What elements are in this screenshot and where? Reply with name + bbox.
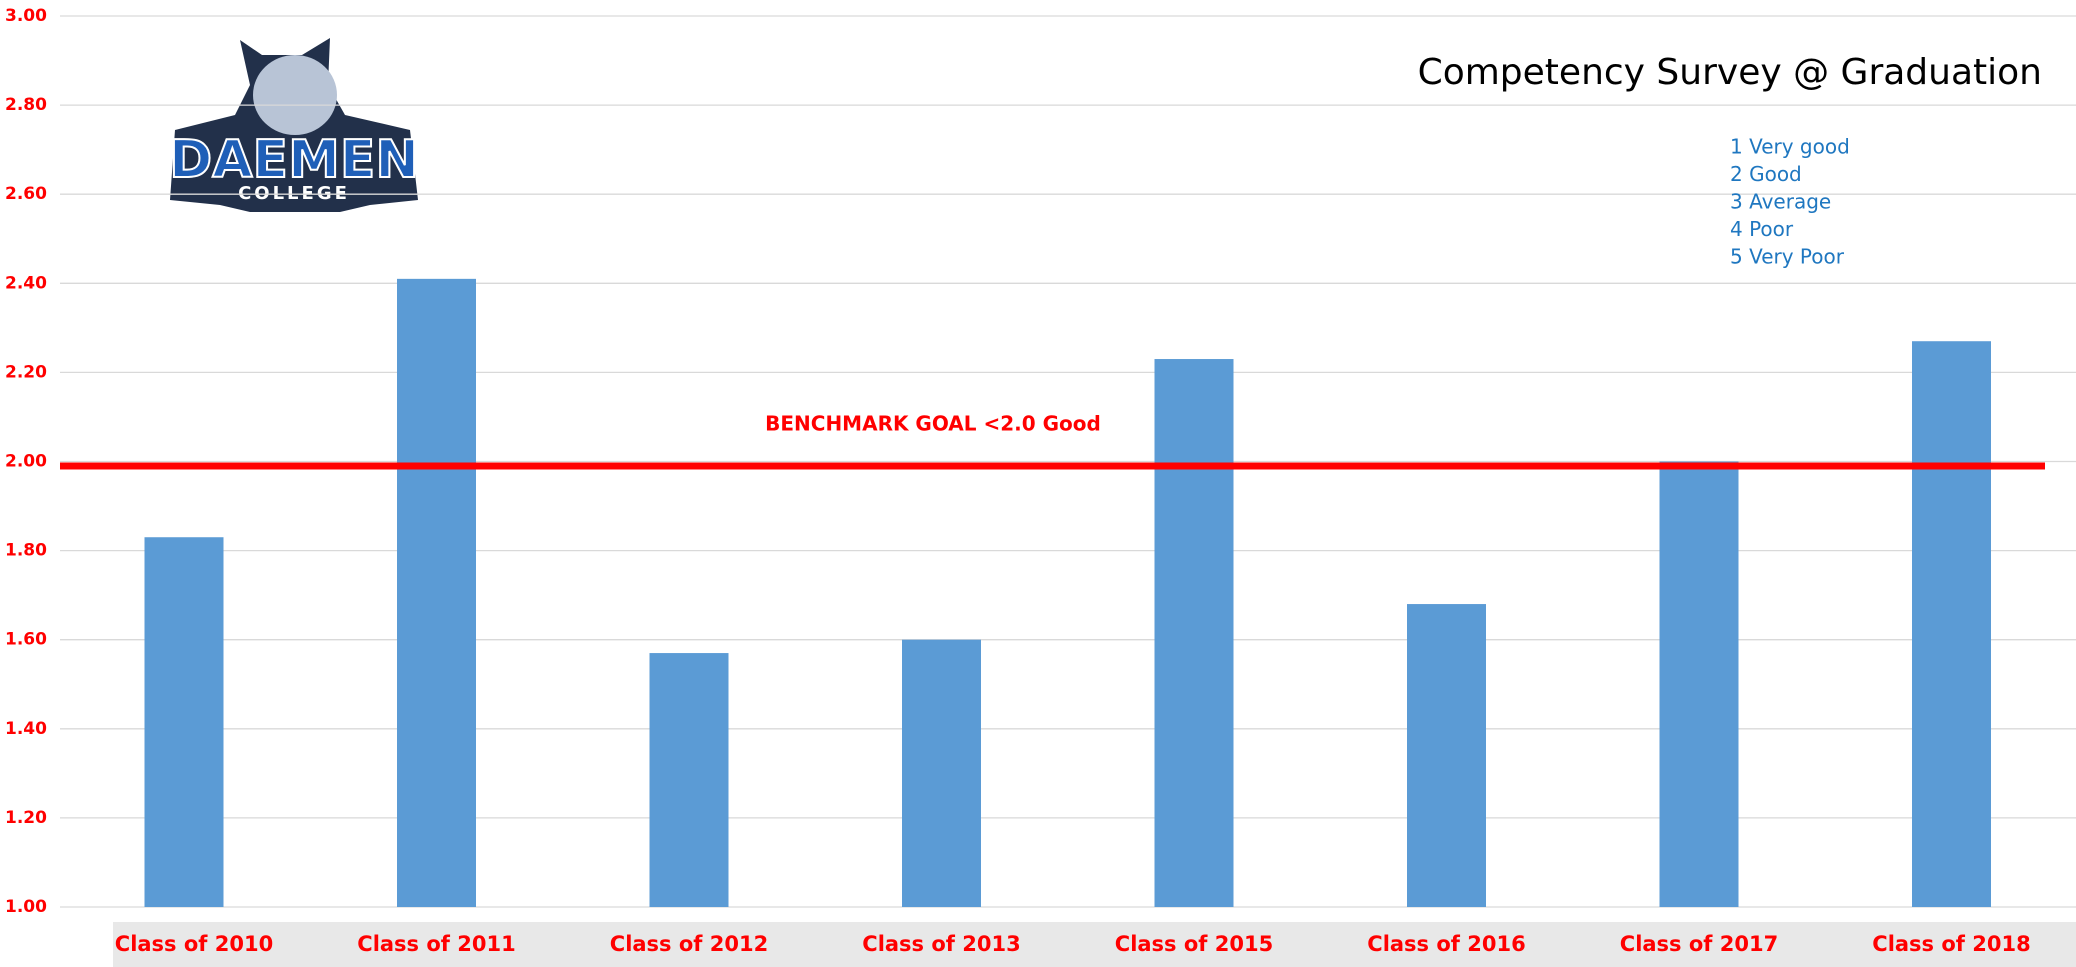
bar <box>1154 359 1234 907</box>
scale-legend-item: 5 Very Poor <box>1730 245 1845 269</box>
y-tick-label: 1.00 <box>5 897 47 917</box>
scale-legend-item: 3 Average <box>1730 190 1831 214</box>
x-tick-label: Class of 2015 <box>1115 932 1273 956</box>
y-tick-label: 1.20 <box>5 808 47 828</box>
y-tick-label: 2.80 <box>5 95 47 115</box>
y-tick-label: 2.20 <box>5 362 47 382</box>
y-tick-label: 1.60 <box>5 630 47 650</box>
category-band <box>113 922 2076 967</box>
y-tick-label: 1.80 <box>5 541 47 561</box>
y-tick-label: 3.00 <box>5 6 47 26</box>
x-tick-label: Class of 2018 <box>1872 932 2030 956</box>
y-tick-label: 2.00 <box>5 452 47 472</box>
logo: DAEMEN COLLEGE <box>168 38 420 212</box>
scale-legend-item: 2 Good <box>1730 162 1802 186</box>
bar <box>1912 341 1991 908</box>
bar <box>902 639 981 907</box>
x-tick-label: Class of 2016 <box>1367 932 1525 956</box>
logo-subtitle: COLLEGE <box>238 183 350 204</box>
x-tick-label: Class of 2013 <box>862 932 1020 956</box>
bar <box>397 278 476 908</box>
logo-name: DAEMEN <box>169 130 419 190</box>
logo-face <box>253 55 337 135</box>
x-tick-label: Class of 2011 <box>357 932 515 956</box>
chart-title: Competency Survey @ Graduation <box>1418 52 2042 93</box>
y-tick-label: 2.60 <box>5 184 47 204</box>
bar <box>1659 461 1739 907</box>
bar <box>1407 604 1486 907</box>
scale-legend-item: 1 Very good <box>1730 135 1850 159</box>
bar <box>144 537 224 907</box>
x-tick-label: Class of 2012 <box>610 932 768 956</box>
benchmark-label: BENCHMARK GOAL <2.0 Good <box>765 412 1101 436</box>
bar <box>649 653 729 907</box>
scale-legend-item: 4 Poor <box>1730 217 1794 241</box>
y-tick-label: 2.40 <box>5 273 47 293</box>
y-tick-label: 1.40 <box>5 719 47 739</box>
x-tick-label: Class of 2017 <box>1620 932 1778 956</box>
x-tick-label: Class of 2010 <box>115 932 273 956</box>
